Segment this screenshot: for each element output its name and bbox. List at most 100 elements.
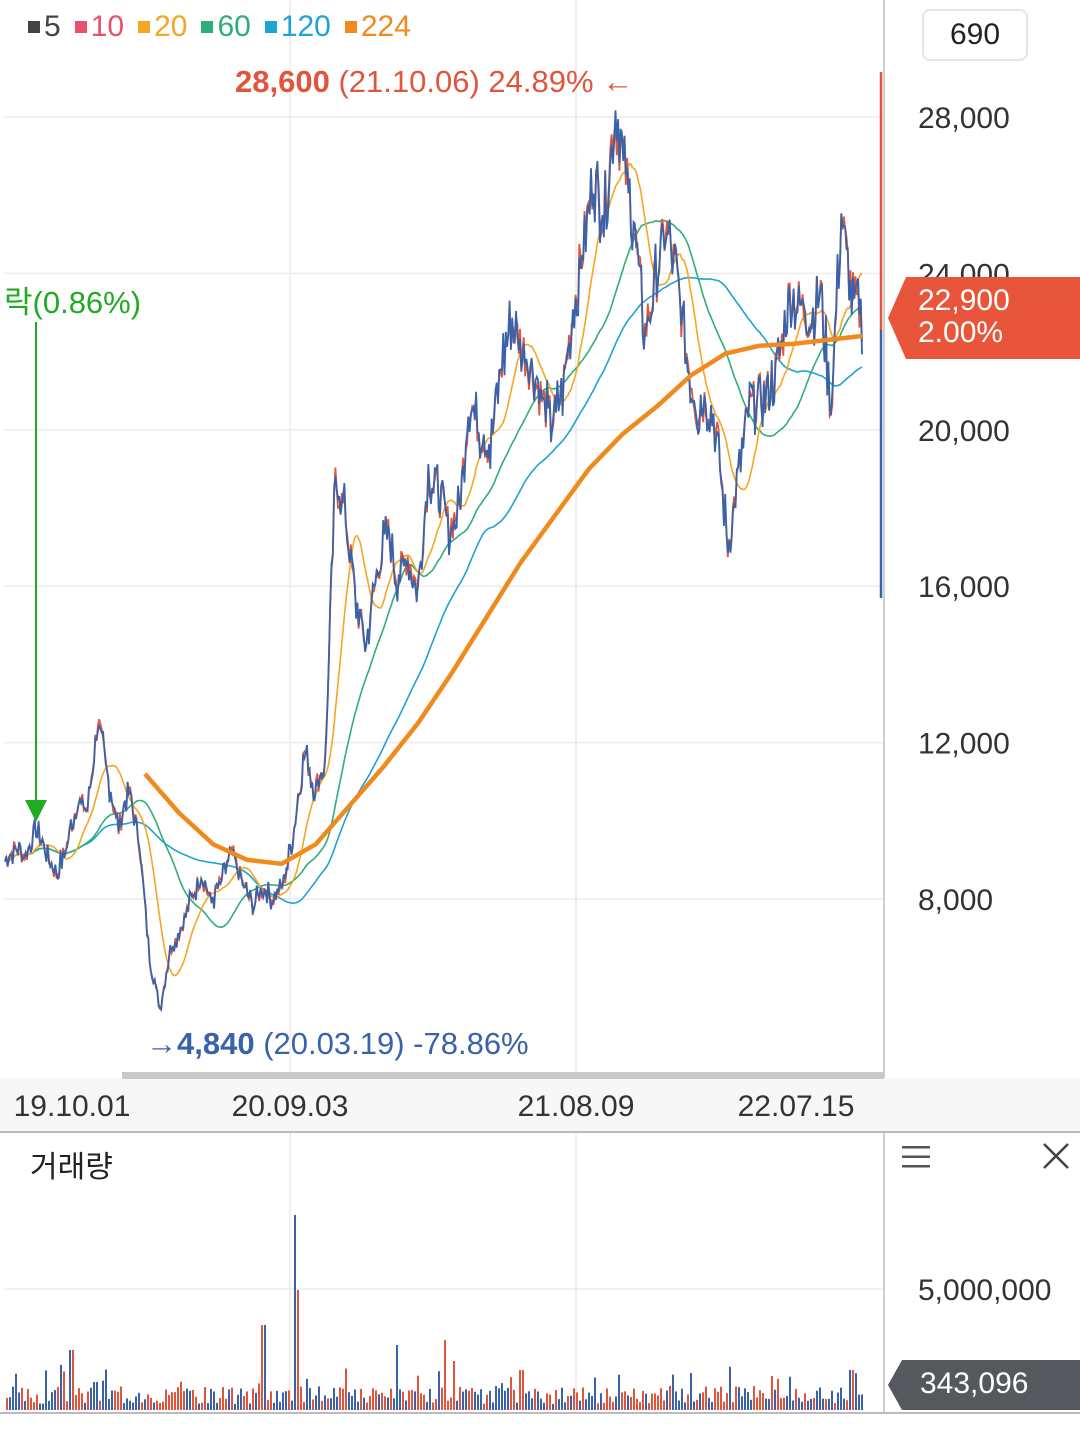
volume-bar — [18, 1392, 20, 1410]
volume-bar — [300, 1386, 302, 1410]
volume-bar — [726, 1393, 728, 1410]
legend-item[interactable]: 60 — [201, 10, 251, 44]
volume-bar — [81, 1393, 83, 1410]
volume-bar — [816, 1390, 818, 1410]
volume-bar — [705, 1386, 707, 1410]
volume-bar — [825, 1398, 827, 1410]
volume-bar — [144, 1399, 146, 1410]
legend-swatch — [344, 21, 357, 33]
volume-bar — [645, 1393, 647, 1410]
menu-icon[interactable] — [900, 1143, 932, 1171]
volume-bar — [612, 1401, 614, 1410]
legend-swatch — [201, 21, 214, 33]
volume-bar — [231, 1387, 233, 1410]
y-tick-label: 16,000 — [918, 571, 1010, 604]
legend-item[interactable]: 5 — [28, 10, 61, 44]
volume-bar — [579, 1400, 581, 1410]
volume-bar — [801, 1401, 803, 1410]
volume-bar — [66, 1401, 68, 1410]
high-annotation: 28,600 (21.10.06) 24.89% ← — [235, 64, 633, 100]
volume-bar — [393, 1398, 395, 1410]
high-arrow-icon: ← — [602, 64, 634, 99]
volume-bar — [651, 1393, 653, 1410]
ma-line — [4, 162, 863, 977]
volume-bar — [363, 1397, 365, 1410]
volume-bar — [456, 1400, 458, 1410]
y-tick-label: 12,000 — [918, 728, 1010, 761]
drop-arrow-icon — [25, 800, 47, 822]
volume-bar — [12, 1386, 14, 1410]
legend-label: 5 — [44, 10, 61, 43]
legend-item[interactable]: 20 — [138, 10, 187, 44]
legend-item[interactable]: 10 — [74, 10, 124, 44]
price-series — [4, 110, 863, 1013]
ma224-line — [143, 333, 863, 867]
volume-bar — [855, 1373, 857, 1410]
volume-bar — [792, 1400, 794, 1410]
volume-bar — [483, 1403, 485, 1410]
volume-bar — [588, 1392, 590, 1410]
volume-bar — [333, 1387, 335, 1410]
volume-bar — [168, 1394, 170, 1410]
volume-bar — [720, 1386, 722, 1410]
volume-bar — [444, 1340, 446, 1410]
volume-bar — [216, 1402, 218, 1410]
volume-bar — [831, 1390, 833, 1410]
legend-label: 224 — [360, 10, 411, 43]
volume-bar — [777, 1378, 779, 1410]
volume-bar — [663, 1400, 665, 1410]
volume-bar — [240, 1388, 242, 1410]
volume-bar — [48, 1400, 50, 1410]
price-line-red — [4, 124, 863, 1011]
volume-bar — [711, 1401, 713, 1410]
volume-bar — [117, 1391, 119, 1410]
volume-badge: 343,096 — [888, 1360, 1080, 1410]
close-icon[interactable] — [1040, 1140, 1072, 1172]
volume-bar — [267, 1399, 269, 1410]
volume-bar — [150, 1397, 152, 1410]
volume-bar — [369, 1395, 371, 1410]
volume-bar — [252, 1388, 254, 1410]
top-badge[interactable]: 690 — [922, 9, 1028, 61]
volume-bar — [420, 1393, 422, 1410]
volume-bar — [330, 1398, 332, 1410]
volume-bar — [336, 1396, 338, 1410]
volume-bar — [498, 1388, 500, 1410]
legend-item[interactable]: 120 — [264, 10, 331, 44]
volume-tick-label: 5,000,000 — [918, 1274, 1051, 1307]
volume-bar — [531, 1398, 533, 1410]
volume-bar — [525, 1393, 527, 1410]
volume-bar — [591, 1395, 593, 1410]
volume-bar — [219, 1398, 221, 1410]
volume-bar — [42, 1403, 44, 1410]
volume-bar — [162, 1401, 164, 1410]
volume-bar — [858, 1394, 860, 1410]
high-value: 28,600 — [235, 64, 330, 99]
volume-bar — [810, 1398, 812, 1410]
volume-bar — [570, 1395, 572, 1410]
legend-swatch — [264, 21, 277, 33]
x-tick-label: 19.10.01 — [14, 1090, 131, 1123]
volume-bar — [96, 1382, 98, 1410]
volume-bar — [141, 1402, 143, 1410]
volume-bar — [39, 1403, 41, 1410]
y-tick-label: 28,000 — [918, 102, 1010, 135]
volume-bar — [324, 1395, 326, 1410]
volume-bar — [183, 1391, 185, 1410]
volume-bar — [861, 1394, 863, 1410]
legend-item[interactable]: 224 — [344, 10, 411, 44]
volume-bar — [33, 1402, 35, 1410]
volume-bar — [303, 1402, 305, 1410]
volume-bar — [237, 1394, 239, 1410]
volume-bar — [558, 1399, 560, 1410]
volume-bar — [636, 1398, 638, 1410]
volume-bar — [30, 1397, 32, 1410]
volume-bar — [75, 1395, 77, 1410]
volume-bar — [657, 1395, 659, 1410]
volume-bar — [828, 1398, 830, 1410]
volume-bar — [204, 1387, 206, 1410]
volume-bar — [528, 1391, 530, 1410]
low-value: 4,840 — [177, 1026, 255, 1061]
volume-bar — [672, 1374, 674, 1410]
volume-bar — [519, 1370, 521, 1410]
